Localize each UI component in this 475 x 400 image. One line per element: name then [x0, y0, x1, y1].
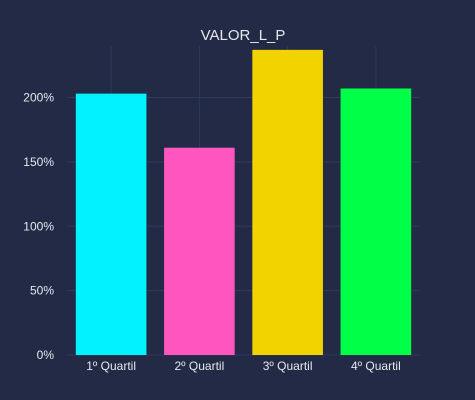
- x-axis-ticks: 1º Quartil 2º Quartil 3º Quartil 4º Quartil: [86, 359, 400, 373]
- chart-title: VALOR_L_P: [201, 27, 286, 44]
- bar[interactable]: [340, 88, 412, 356]
- y-axis-ticks: 0% 50% 100% 150% 200%: [23, 91, 54, 363]
- y-tick-label: 0%: [37, 348, 55, 362]
- y-tick-label: 50%: [30, 284, 54, 298]
- y-tick-label: 200%: [23, 91, 54, 105]
- bar[interactable]: [252, 49, 323, 356]
- x-tick-label: 1º Quartil: [86, 359, 136, 373]
- x-tick-label: 4º Quartil: [351, 359, 401, 373]
- y-tick-label: 150%: [23, 155, 54, 169]
- x-tick-label: 2º Quartil: [175, 359, 225, 373]
- x-tick-label: 3º Quartil: [263, 359, 313, 373]
- y-tick-label: 100%: [23, 219, 54, 233]
- bar[interactable]: [164, 147, 235, 355]
- bar[interactable]: [75, 93, 147, 355]
- bars: [75, 49, 412, 356]
